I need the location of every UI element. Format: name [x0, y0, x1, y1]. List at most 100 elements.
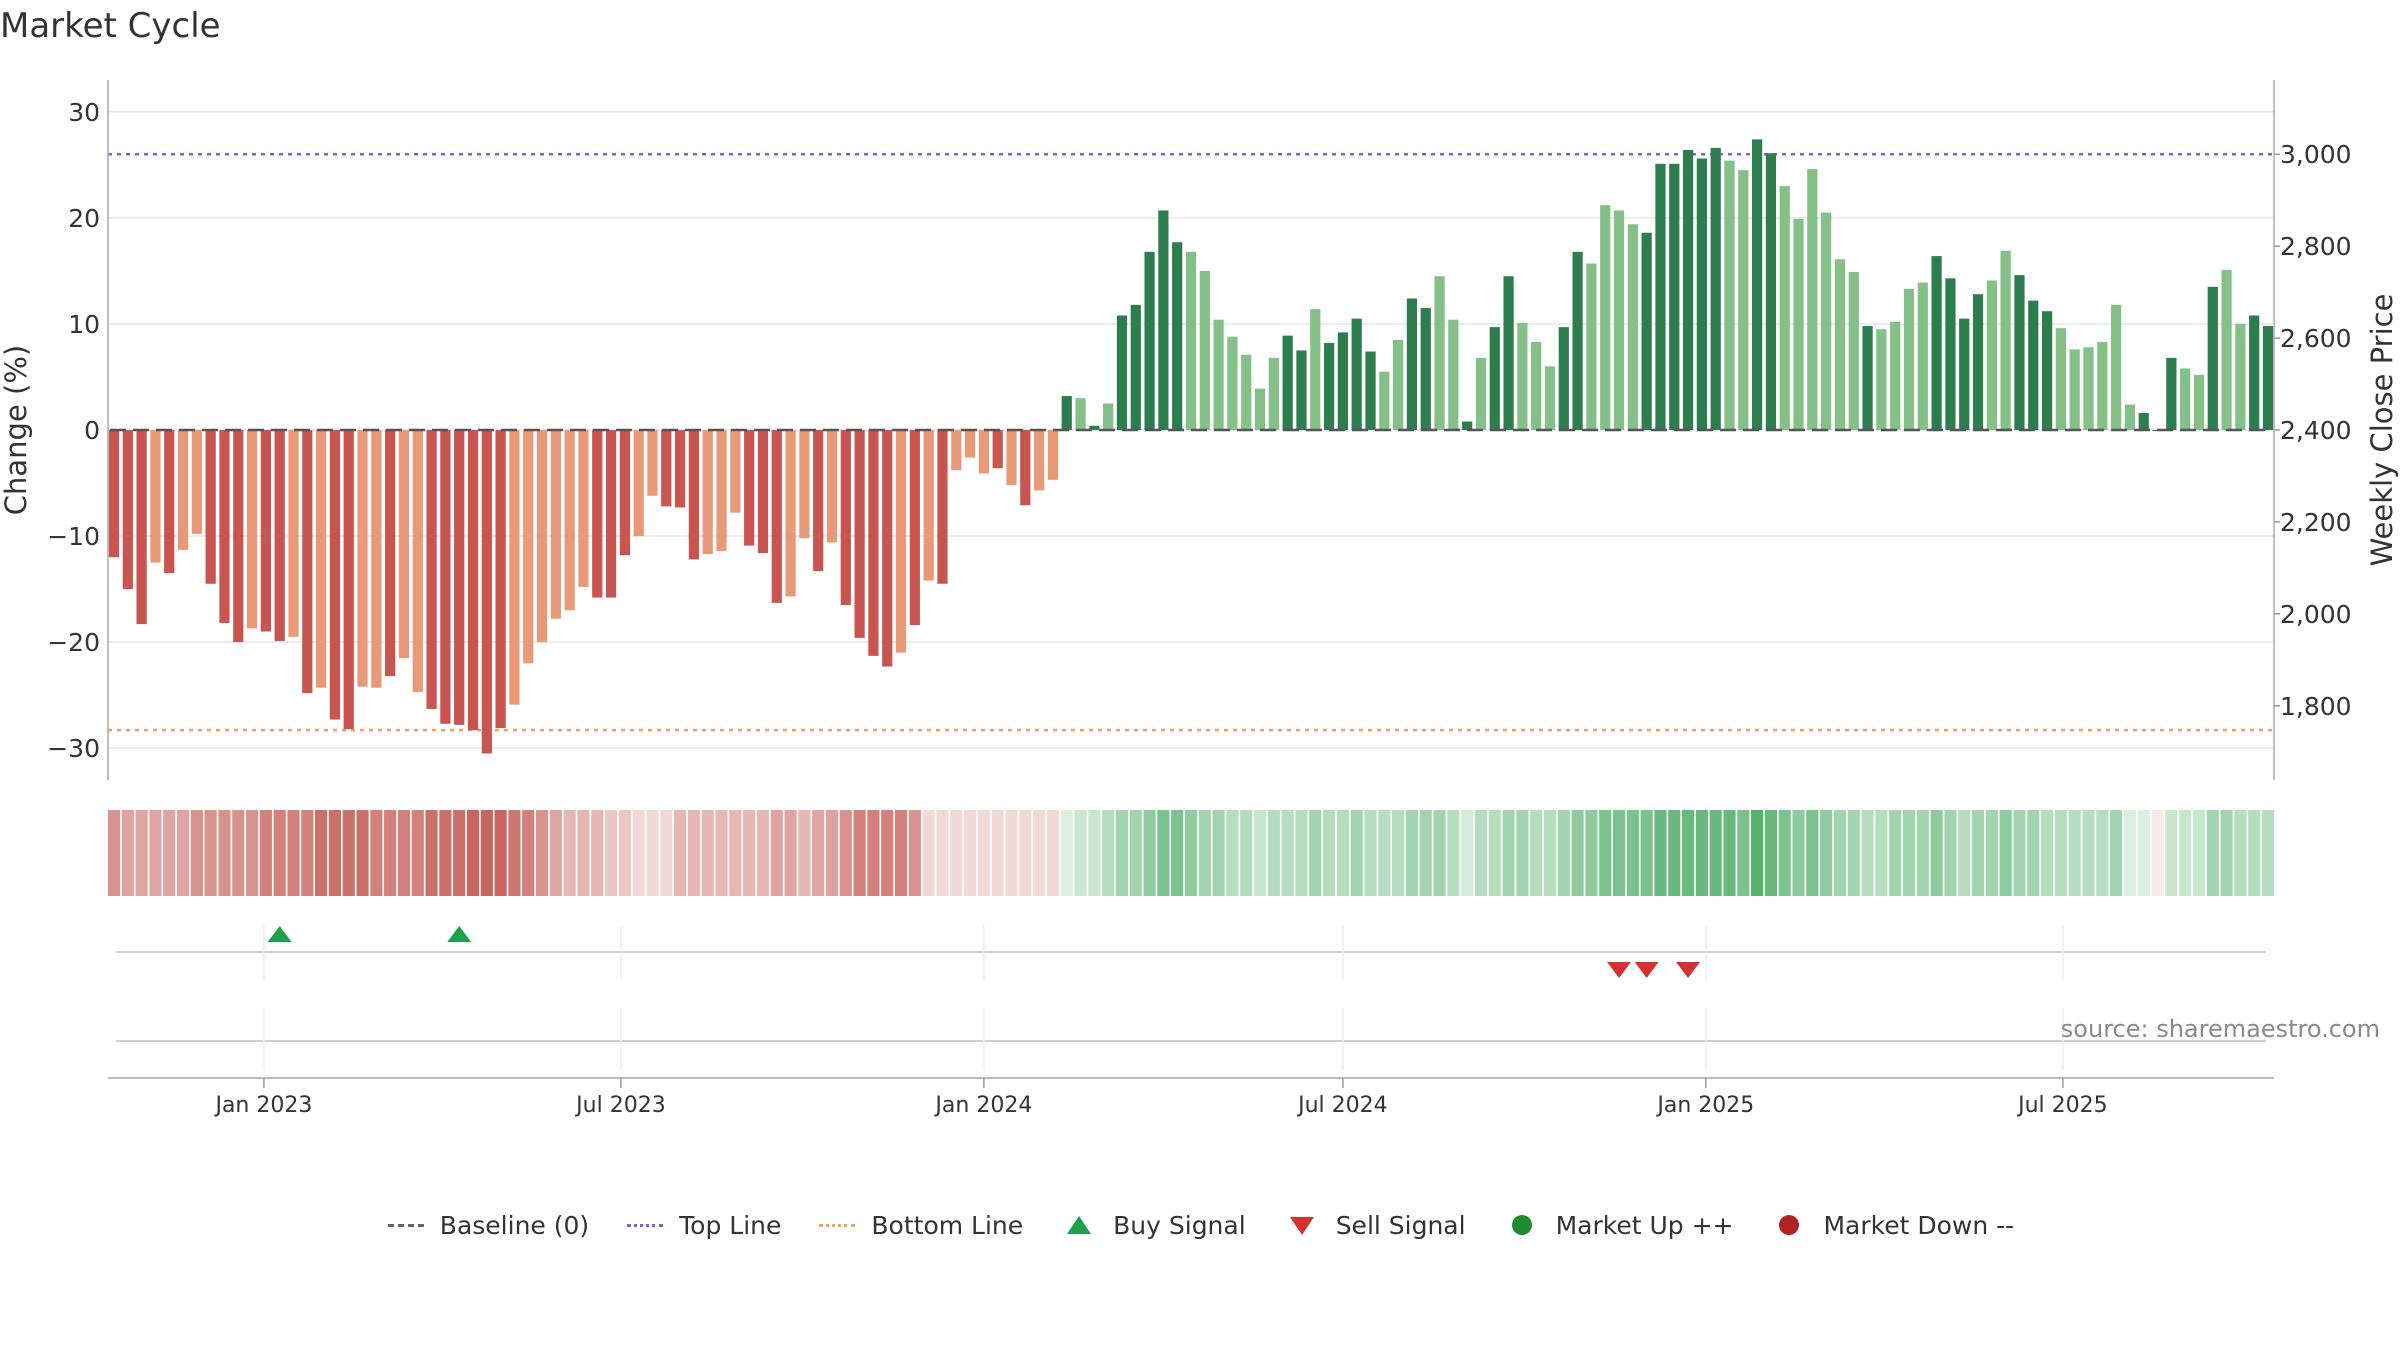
heatmap-cell [1033, 810, 1046, 896]
heatmap-cell [411, 810, 424, 896]
bar [1213, 319, 1224, 430]
heatmap-cell [1102, 810, 1115, 896]
bar [1241, 354, 1252, 430]
heatmap-cell [743, 810, 756, 896]
bar [992, 430, 1003, 469]
legend-sell-signal[interactable]: Sell Signal [1282, 1211, 1466, 1240]
legend-baseline[interactable]: Baseline (0) [386, 1211, 589, 1240]
heatmap-cell [218, 810, 231, 896]
legend-bottom-line[interactable]: Bottom Line [817, 1211, 1023, 1240]
green-circle-icon [1502, 1213, 1542, 1237]
bar [371, 430, 382, 688]
signal-panel [116, 925, 2266, 1070]
bar [2193, 374, 2205, 430]
bar [467, 430, 479, 731]
bar [1793, 218, 1804, 430]
bar [2028, 300, 2039, 430]
bar [2097, 341, 2108, 430]
heatmap-cell [328, 810, 341, 896]
legend-market-down-label: Market Down -- [1823, 1210, 2015, 1240]
bar [1724, 160, 1735, 430]
heatmap-cell [1323, 810, 1336, 896]
bar [426, 430, 437, 709]
bar [164, 430, 175, 574]
bar [592, 430, 603, 598]
heatmap-cell [1226, 810, 1239, 896]
heatmap-cell [1599, 810, 1612, 896]
bar [1834, 259, 1846, 430]
heatmap-cell [839, 810, 852, 896]
heatmap-cell [1281, 810, 1294, 896]
bar [1531, 341, 1542, 430]
bar [1682, 150, 1694, 430]
heatmap-cell [1820, 810, 1833, 896]
heatmap-cell [1916, 810, 1929, 896]
heatmap-cell [1985, 810, 1998, 896]
heatmap-cell [1612, 810, 1626, 896]
heatmap-cell [1875, 810, 1888, 896]
heatmap-cell [2013, 810, 2026, 896]
bar [1144, 251, 1155, 430]
bar [1337, 332, 1348, 430]
y2-tick-label: 2,800 [2280, 232, 2352, 261]
bar [1752, 139, 1763, 431]
heatmap-cell [135, 810, 148, 896]
heatmap-cell [1129, 810, 1142, 896]
heatmap-cell [549, 810, 562, 896]
heatmap-cell [1474, 810, 1488, 896]
bar [2041, 311, 2053, 430]
bar [868, 430, 879, 656]
bar [1103, 403, 1114, 430]
heatmap-cell [2110, 810, 2123, 896]
bar [647, 430, 658, 496]
legend-buy-label: Buy Signal [1113, 1210, 1246, 1240]
legend-market-down[interactable]: Market Down -- [1769, 1211, 2014, 1240]
heatmap-cell [729, 810, 742, 896]
heatmap-cell [1861, 810, 1874, 896]
heatmap-cell [2041, 810, 2054, 896]
heatmap-cell [701, 810, 714, 896]
y-tick-label: 0 [84, 416, 100, 445]
bar [2069, 349, 2080, 430]
heatmap-cell [2220, 810, 2233, 896]
heatmap-cell [1240, 810, 1253, 896]
bar [1641, 232, 1652, 430]
heatmap-cell [922, 810, 935, 896]
bar [274, 430, 285, 642]
heatmap-cell [646, 810, 659, 896]
bar [1282, 335, 1293, 430]
x-tick-label: Jan 2024 [933, 1093, 1032, 1118]
heatmap-cell [1557, 810, 1570, 896]
bar [385, 430, 396, 677]
heatmap-cell [1516, 810, 1529, 896]
legend-baseline-label: Baseline (0) [439, 1210, 590, 1240]
bar [523, 430, 534, 664]
heatmap-cell [2096, 810, 2109, 896]
heatmap-cell [1999, 810, 2012, 896]
heatmap-cell [715, 810, 728, 896]
legend-market-up[interactable]: Market Up ++ [1502, 1211, 1733, 1240]
heatmap-cell [1668, 810, 1681, 896]
bar [1696, 158, 1707, 430]
bar [1089, 425, 1100, 430]
legend-top-line[interactable]: Top Line [625, 1211, 781, 1240]
bar [1420, 308, 1431, 430]
bar [1862, 326, 1873, 430]
bar [108, 430, 120, 558]
heatmap-strip [107, 810, 2275, 896]
bar [536, 430, 548, 643]
heatmap-cell [2192, 810, 2206, 896]
bar [578, 430, 589, 587]
bar [2014, 275, 2025, 430]
bar [1075, 398, 1086, 430]
bar [412, 430, 423, 692]
heatmap-cell [466, 810, 480, 896]
bar [909, 430, 920, 626]
bar [1710, 147, 1721, 430]
legend-buy-signal[interactable]: Buy Signal [1059, 1211, 1246, 1240]
bar [1669, 163, 1680, 430]
heatmap-cell [825, 810, 839, 896]
x-tick-label: Jul 2025 [2016, 1093, 2108, 1118]
heatmap-cell [1778, 810, 1791, 896]
